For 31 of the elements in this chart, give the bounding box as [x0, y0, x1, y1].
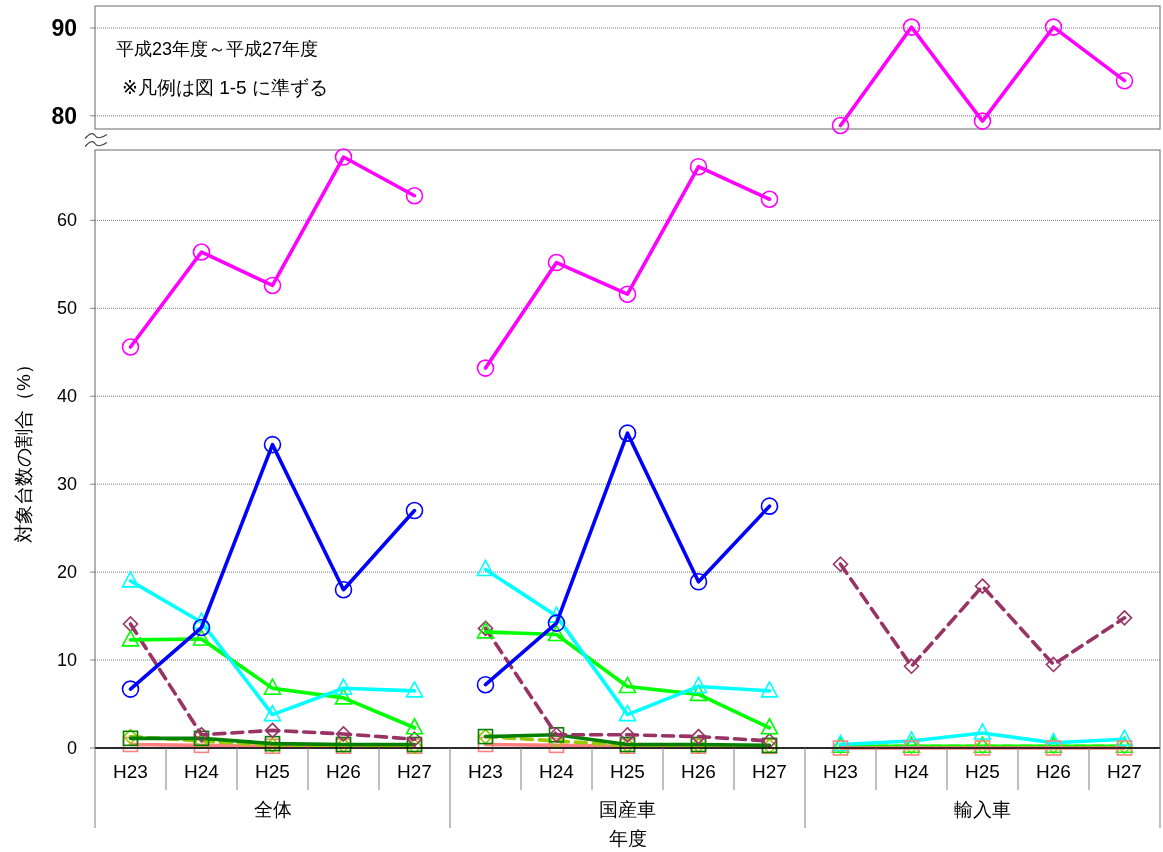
text: 国産車 [599, 799, 656, 820]
x-tick-label: H24 [539, 761, 575, 782]
text: 全体 [253, 799, 292, 820]
x-tick-label: H24 [894, 761, 930, 782]
x-tick-label: H24 [184, 761, 220, 782]
y-tick-label: 60 [56, 210, 77, 231]
x-tick-label: H23 [823, 761, 858, 782]
x-tick-label: H25 [255, 761, 290, 782]
y-tick-label: 90 [51, 14, 77, 41]
x-tick-label: H26 [1036, 761, 1071, 782]
x-tick-label: H27 [397, 761, 432, 782]
y-tick-label: 50 [56, 298, 77, 319]
y-tick-label: 0 [66, 738, 77, 758]
x-tick-label: H23 [113, 761, 148, 782]
y-axis-title: 対象台数の割合（%） [13, 355, 34, 543]
x-tick-label: H26 [681, 761, 716, 782]
x-axis-title: 年度 [608, 828, 647, 849]
x-tick-label: H23 [468, 761, 503, 782]
text: 輸入車 [954, 799, 1011, 820]
y-tick-label: 40 [56, 386, 77, 407]
x-tick-label: H25 [965, 761, 1000, 782]
x-tick-label: H27 [752, 761, 787, 782]
y-tick-label: 30 [56, 474, 77, 495]
x-tick-label: H25 [610, 761, 645, 782]
y-tick-label: 10 [56, 650, 77, 671]
annotation: ※凡例は図 1-5 に準ずる [122, 77, 328, 98]
text: 平成23年度～平成27年度 [116, 39, 319, 59]
x-tick-label: H26 [326, 761, 361, 782]
y-tick-label: 20 [56, 562, 77, 583]
y-tick-label: 80 [51, 102, 77, 129]
x-tick-label: H27 [1107, 761, 1142, 782]
